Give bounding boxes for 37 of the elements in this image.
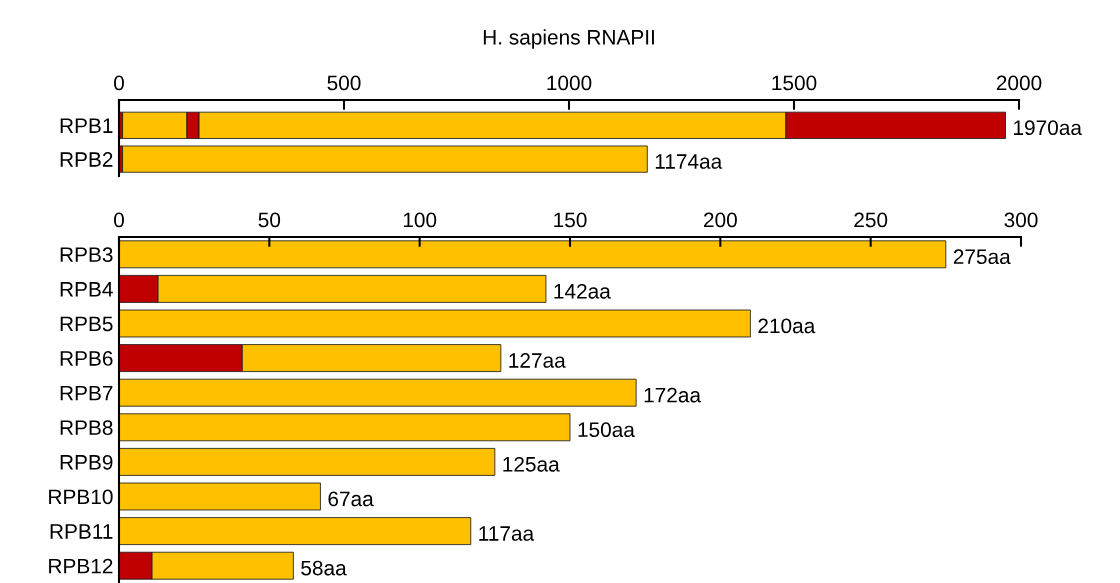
y-tick-label: RPB5 [60, 316, 113, 332]
x-tick-label: 50 [258, 212, 281, 228]
x-tick-label: 500 [327, 75, 361, 91]
total-label: 58aa [301, 560, 347, 576]
x-tick-label: 300 [1004, 212, 1038, 228]
y-tick-label: RPB10 [49, 489, 113, 505]
x-tick-label: 1000 [547, 75, 592, 91]
y-tick-label: RPB8 [60, 420, 113, 436]
x-tick-label: 2000 [996, 75, 1042, 91]
x-tick-label: 200 [704, 212, 737, 228]
y-tick-label: RPB4 [60, 282, 113, 297]
y-tick-label: RPB7 [60, 385, 113, 401]
x-tick-label: 1500 [772, 75, 817, 91]
total-label: 117aa [479, 526, 535, 541]
y-tick-label: RPB11 [50, 524, 113, 539]
total-label: 172aa [644, 387, 702, 403]
x-tick-label: 0 [114, 75, 124, 91]
x-tick-label: 100 [403, 212, 437, 228]
total-label: 142aa [554, 283, 611, 299]
total-label: 127aa [509, 353, 566, 368]
x-tick-label: 150 [554, 212, 587, 228]
x-tick-label: 0 [114, 212, 124, 228]
y-tick-label: RPB3 [60, 247, 113, 263]
x-tick-label: 250 [854, 212, 888, 228]
y-tick-label: RPB1 [60, 118, 113, 133]
total-label: 210aa [758, 318, 816, 334]
total-label: 275aa [953, 249, 1011, 265]
total-label: 125aa [503, 456, 560, 472]
total-label: 67aa [328, 491, 374, 507]
y-tick-label: RPB6 [60, 351, 113, 366]
y-tick-label: RPB9 [60, 454, 113, 470]
chart-title: H. sapiens RNAPII [483, 29, 654, 49]
y-tick-label: RPB2 [60, 152, 113, 167]
total-label: 1970aa [1014, 120, 1082, 136]
total-label: 150aa [578, 422, 635, 438]
y-tick-label: RPB12 [49, 558, 113, 574]
total-label: 1174aa [655, 154, 723, 169]
